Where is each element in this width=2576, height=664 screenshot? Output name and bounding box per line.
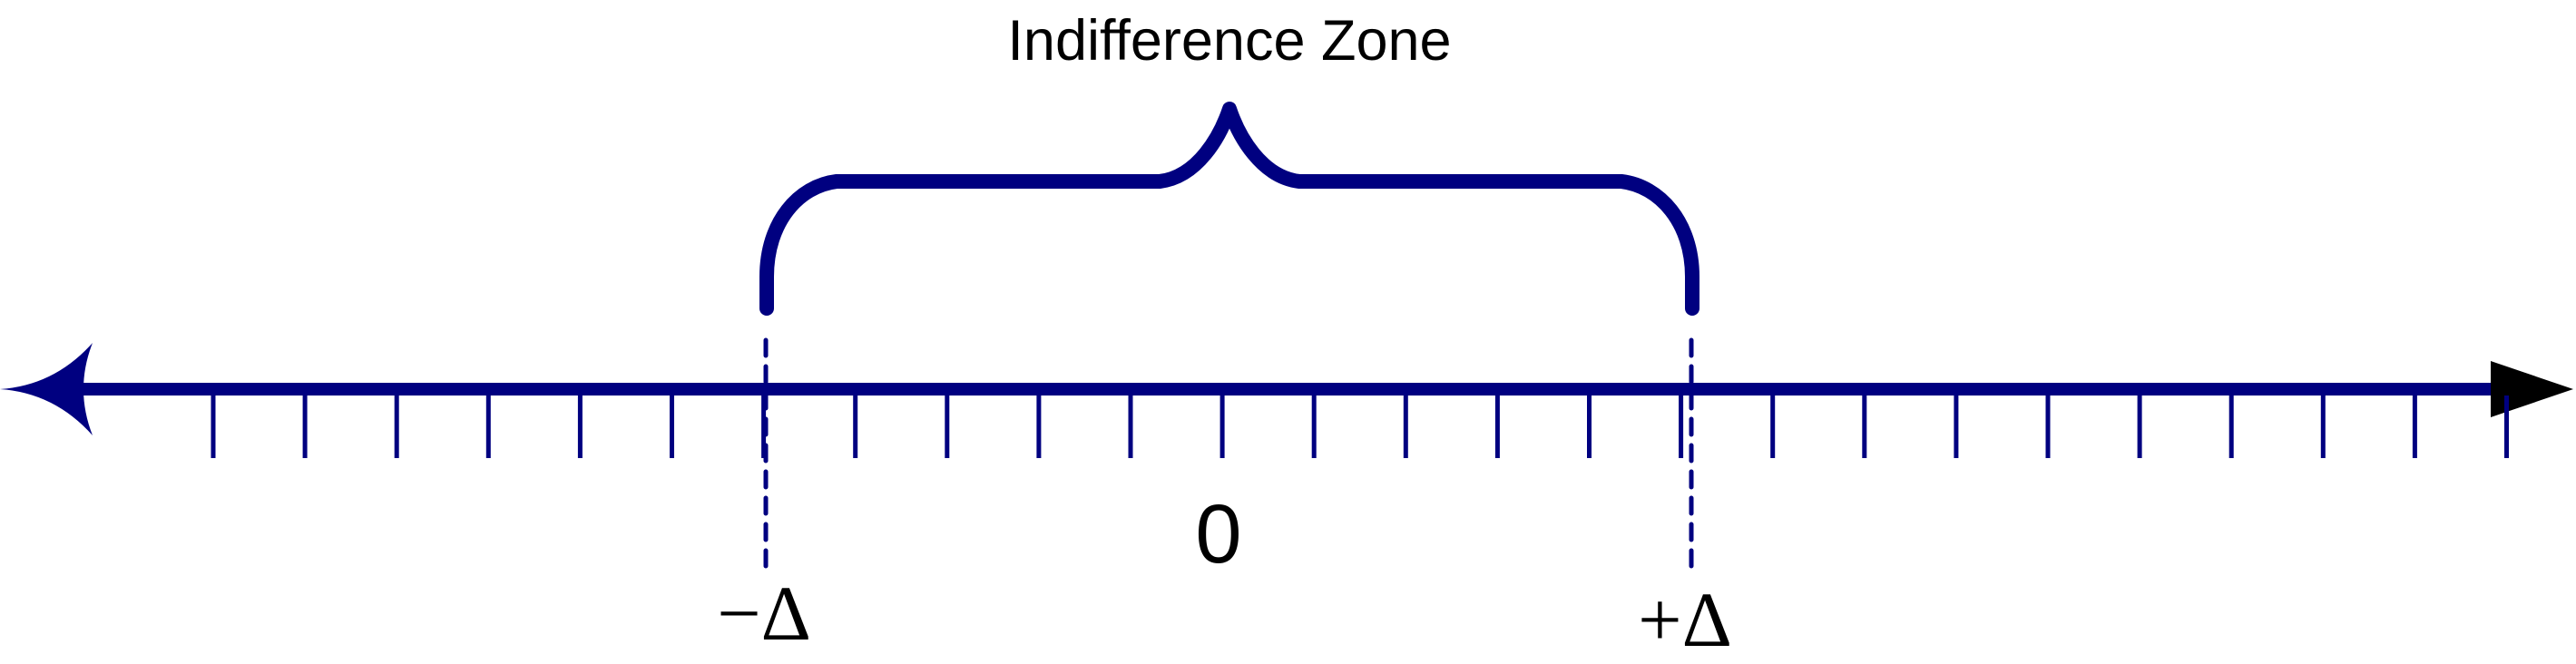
plus-delta-label: +Δ [1638, 576, 1732, 663]
tick-marks [213, 395, 2507, 458]
indifference-zone-brace [767, 109, 1692, 308]
zero-label: 0 [1195, 488, 1241, 581]
right-arrowhead-icon [2491, 361, 2573, 417]
left-arrowhead-icon [0, 343, 93, 435]
minus-delta-label: −Δ [717, 570, 811, 657]
indifference-zone-title: Indifference Zone [1007, 9, 1451, 73]
